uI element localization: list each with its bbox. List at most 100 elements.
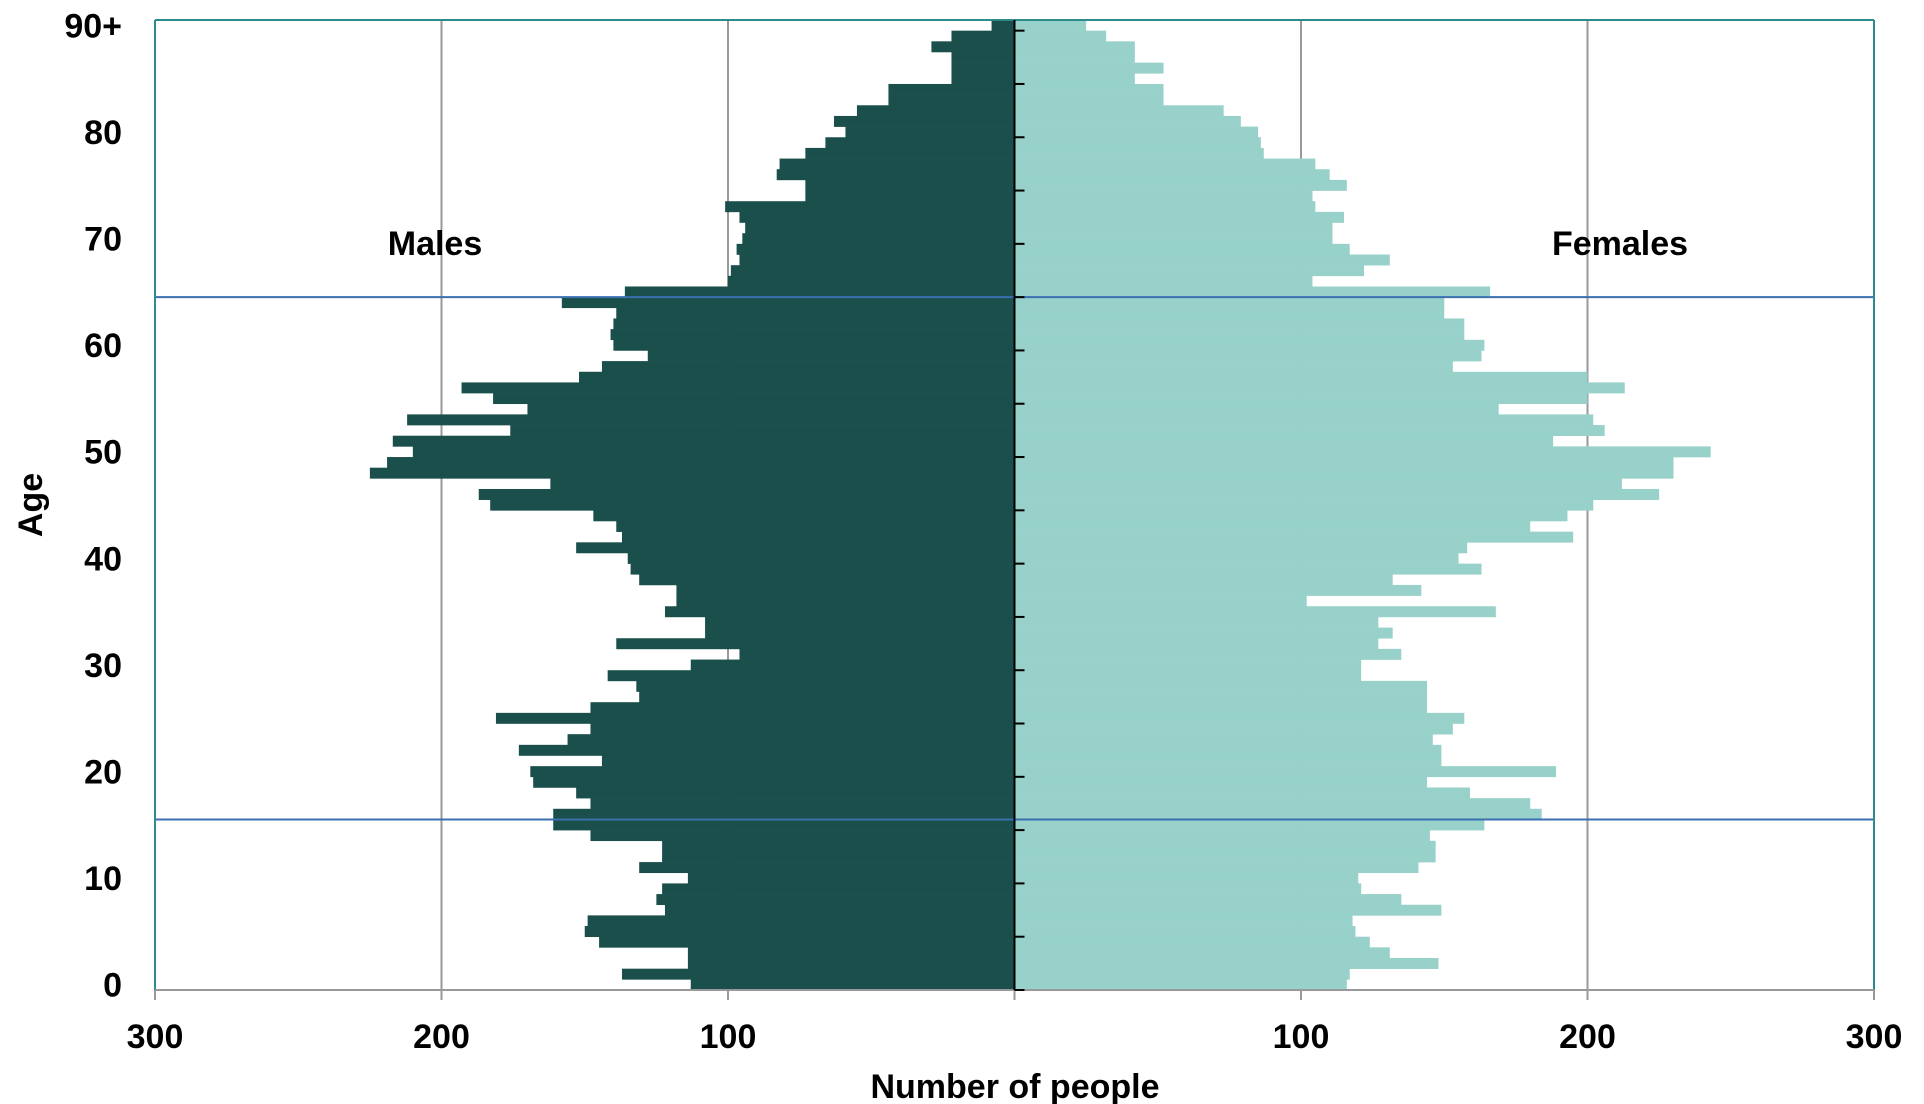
male-bar-age-19	[533, 776, 1015, 788]
female-bar-age-65	[1014, 286, 1491, 298]
male-bar-age-22	[518, 744, 1015, 756]
bars	[369, 20, 1711, 991]
x-tick-label: 100	[1273, 1018, 1330, 1056]
male-bar-age-25	[495, 712, 1015, 724]
female-bar-age-62	[1014, 318, 1465, 330]
male-bar-age-40	[627, 552, 1015, 564]
female-bar-age-57	[1014, 371, 1588, 383]
female-bar-age-58	[1014, 361, 1453, 373]
females-label: Females	[1552, 225, 1688, 263]
female-bar-age-31	[1014, 648, 1402, 660]
female-bar-age-53	[1014, 414, 1594, 426]
males-label: Males	[388, 225, 483, 263]
y-tick-label: 50	[84, 434, 122, 472]
male-bar-age-82	[856, 105, 1015, 117]
male-bar-age-39	[630, 563, 1015, 575]
y-axis-title: Age	[12, 473, 50, 537]
female-bar-age-46	[1014, 489, 1660, 500]
male-bar-age-37	[676, 584, 1015, 596]
female-bar-age-70	[1014, 233, 1333, 245]
male-bar-age-85	[951, 73, 1015, 85]
female-bar-age-48	[1014, 467, 1674, 479]
male-bar-age-14	[590, 830, 1015, 842]
female-bar-age-32	[1014, 638, 1379, 650]
female-bar-age-34	[1014, 616, 1379, 628]
female-bar-age-16	[1014, 808, 1542, 820]
x-tick-label: 300	[1846, 1018, 1903, 1056]
female-bar-age-35	[1014, 606, 1496, 618]
x-tick-label: 200	[1559, 1018, 1616, 1056]
male-bar-age-43	[616, 520, 1015, 532]
male-bar-age-72	[739, 211, 1015, 223]
x-tick-label: 100	[700, 1018, 757, 1056]
male-bar-age-3	[687, 947, 1015, 959]
female-bar-age-41	[1014, 542, 1468, 554]
female-bar-age-83	[1014, 94, 1164, 106]
male-bar-age-48	[369, 467, 1015, 479]
male-bar-age-78	[805, 147, 1015, 159]
male-bar-age-29	[607, 670, 1015, 682]
male-bar-age-12	[662, 851, 1015, 863]
female-bar-age-67	[1014, 265, 1365, 277]
male-bar-age-23	[567, 734, 1015, 746]
male-bar-age-60	[613, 339, 1015, 351]
female-bar-age-6	[1014, 915, 1353, 927]
male-bar-age-62	[613, 318, 1015, 330]
male-bar-age-86	[951, 62, 1015, 74]
y-tick-label: 60	[84, 327, 122, 365]
male-bar-age-36	[676, 595, 1015, 607]
male-bar-age-73	[725, 201, 1015, 213]
female-bar-age-55	[1014, 393, 1588, 405]
male-bar-age-2	[687, 958, 1015, 969]
x-tick-label: 200	[413, 1018, 470, 1056]
male-bar-age-21	[601, 755, 1015, 767]
x-tick-labels: 300 200 100 100 200 300	[127, 1018, 1903, 1056]
male-bar-age-80	[845, 126, 1015, 138]
female-bar-age-28	[1014, 680, 1428, 692]
female-bar-age-61	[1014, 329, 1465, 341]
female-bar-age-24	[1014, 723, 1453, 735]
female-bar-age-5	[1014, 926, 1356, 938]
male-bar-age-8	[656, 894, 1015, 906]
female-bar-age-11	[1014, 862, 1419, 874]
male-bar-age-64	[561, 297, 1015, 309]
female-bar-age-59	[1014, 350, 1482, 362]
female-bar-age-1	[1014, 968, 1350, 980]
male-bar-age-4	[599, 936, 1015, 948]
male-bar-age-70	[742, 233, 1015, 245]
female-bar-age-88	[1014, 41, 1135, 53]
female-bar-age-38	[1014, 574, 1393, 586]
female-bar-age-85	[1014, 73, 1135, 85]
y-tick-label: 90+	[64, 7, 122, 45]
male-bar-age-59	[647, 350, 1015, 362]
male-bar-age-63	[616, 307, 1015, 319]
female-bar-age-20	[1014, 766, 1556, 778]
male-bar-age-77	[779, 158, 1015, 170]
female-bar-age-90	[1014, 20, 1087, 31]
female-bar-age-26	[1014, 702, 1428, 714]
y-tick-label: 10	[84, 860, 122, 898]
male-bar-age-46	[478, 489, 1015, 500]
male-bar-age-68	[739, 254, 1015, 266]
female-bar-age-43	[1014, 520, 1531, 532]
male-bar-age-57	[579, 371, 1015, 383]
x-tick-label: 300	[127, 1018, 184, 1056]
male-bar-age-16	[553, 808, 1015, 820]
female-bar-age-47	[1014, 478, 1622, 490]
female-bar-age-23	[1014, 734, 1433, 746]
male-bar-age-13	[662, 840, 1015, 852]
female-bar-age-54	[1014, 403, 1499, 415]
female-bar-age-81	[1014, 115, 1241, 127]
female-bar-age-60	[1014, 339, 1485, 351]
male-bar-age-90	[991, 20, 1015, 31]
female-bar-age-75	[1014, 179, 1347, 191]
male-bar-age-58	[601, 361, 1015, 373]
male-bar-age-89	[951, 30, 1015, 42]
y-tick-label: 80	[84, 114, 122, 152]
male-bar-age-53	[407, 414, 1015, 426]
male-bar-age-54	[527, 403, 1015, 415]
female-bar-age-86	[1014, 62, 1164, 74]
female-bar-age-76	[1014, 169, 1330, 181]
female-bar-age-13	[1014, 840, 1436, 852]
